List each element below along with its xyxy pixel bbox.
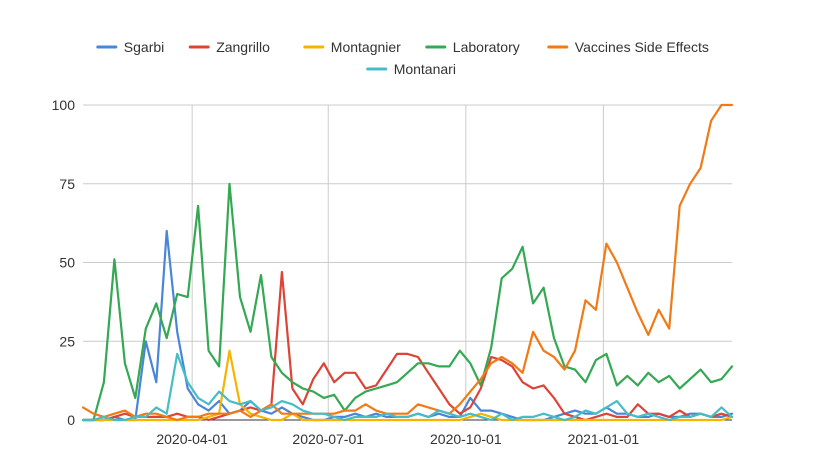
legend-label: Zangrillo <box>216 39 270 55</box>
legend-label: Vaccines Side Effects <box>575 39 709 55</box>
legend-item[interactable]: Sgarbi <box>96 39 164 55</box>
x-axis: 2020-04-01 2020-07-01 2020-10-01 2021-01-01 <box>156 431 639 447</box>
y-tick-label: 75 <box>59 176 75 192</box>
series-line-sgarbi <box>81 229 734 422</box>
x-tick-label: 2021-01-01 <box>568 431 640 447</box>
legend-label: Montanari <box>394 61 456 77</box>
y-tick-label: 100 <box>52 97 76 113</box>
x-tick-label: 2020-07-01 <box>292 431 364 447</box>
legend: Sgarbi Zangrillo Montagnier Laboratory Vacci… <box>96 39 709 77</box>
legend-label: Laboratory <box>453 39 520 55</box>
legend-label: Montagnier <box>331 39 401 55</box>
y-axis: 0 25 50 75 100 <box>52 97 76 428</box>
series-line-vaccines-side-effects <box>81 103 734 422</box>
series-line-montanari <box>81 352 734 422</box>
series-line-laboratory <box>81 182 734 422</box>
x-tick-label: 2020-04-01 <box>156 431 228 447</box>
legend-item[interactable]: Vaccines Side Effects <box>547 39 709 55</box>
legend-item[interactable]: Laboratory <box>425 39 520 55</box>
series-line-montagnier <box>81 349 734 422</box>
legend-label: Sgarbi <box>124 39 164 55</box>
legend-item[interactable]: Montanari <box>366 61 456 77</box>
y-tick-label: 0 <box>67 412 75 428</box>
plot-area <box>81 103 734 422</box>
y-tick-label: 25 <box>59 333 75 349</box>
x-tick-label: 2020-10-01 <box>430 431 502 447</box>
legend-item[interactable]: Montagnier <box>303 39 401 55</box>
y-tick-label: 50 <box>59 255 75 271</box>
legend-item[interactable]: Zangrillo <box>188 39 270 55</box>
